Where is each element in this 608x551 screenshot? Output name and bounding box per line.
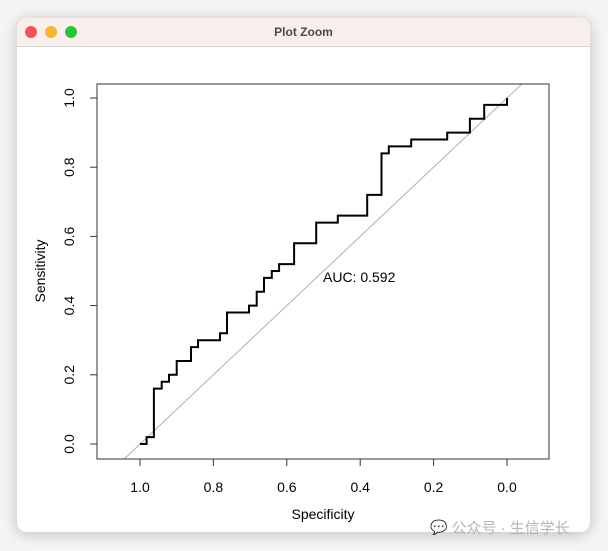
x-tick-label: 0.6	[277, 479, 297, 495]
close-button[interactable]	[25, 26, 37, 38]
x-tick-label: 0.8	[204, 479, 224, 495]
plot-zoom-window: Plot Zoom	[17, 18, 590, 532]
watermark: 💬 公众号 · 生信学长	[430, 517, 570, 538]
y-tick-label: 0.2	[61, 365, 77, 385]
watermark-text: 公众号 · 生信学长	[451, 520, 570, 537]
zoom-button[interactable]	[65, 26, 77, 38]
x-tick-label: 0.0	[497, 479, 517, 495]
x-axis-label: Specificity	[291, 506, 354, 522]
reference-diagonal-line	[123, 84, 523, 459]
wechat-icon: 💬	[430, 519, 448, 535]
y-tick-label: 1.0	[61, 88, 77, 108]
y-axis-label: Sensitivity	[32, 239, 48, 302]
y-tick-label: 0.0	[61, 434, 77, 454]
x-tick-label: 0.4	[350, 479, 370, 495]
auc-annotation: AUC: 0.592	[323, 269, 396, 285]
x-tick-label: 1.0	[130, 479, 150, 495]
y-tick-label: 0.8	[61, 157, 77, 177]
y-tick-label: 0.4	[61, 296, 77, 316]
roc-curve	[140, 98, 508, 445]
minimize-button[interactable]	[45, 26, 57, 38]
title-bar[interactable]: Plot Zoom	[17, 18, 590, 47]
y-tick-label: 0.6	[61, 226, 77, 246]
x-tick-label: 0.2	[424, 479, 444, 495]
window-title: Plot Zoom	[274, 25, 333, 39]
